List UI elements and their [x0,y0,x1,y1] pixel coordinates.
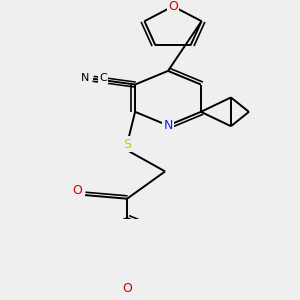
Text: S: S [123,138,131,151]
Text: O: O [168,0,178,13]
Text: C: C [99,73,107,83]
Text: O: O [72,184,82,197]
Text: N: N [163,119,173,132]
Text: N: N [81,73,89,83]
Text: O: O [122,282,132,295]
